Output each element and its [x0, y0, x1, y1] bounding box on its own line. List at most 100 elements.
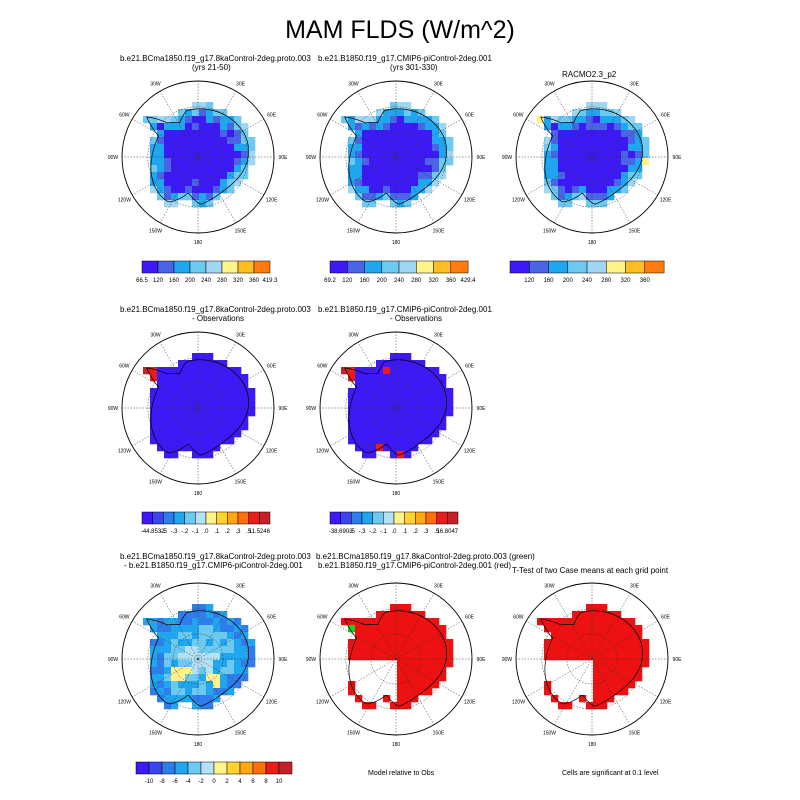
map-cell: [234, 172, 242, 180]
map-cell: [628, 646, 636, 654]
colorbar-box: [205, 511, 217, 525]
map-cell: [537, 618, 545, 626]
map-cell: [213, 639, 221, 647]
map-cell: [348, 395, 356, 403]
map-cell: [551, 130, 559, 138]
map-cell: [199, 667, 207, 675]
map-cell: [348, 423, 356, 431]
colorbar-box: [187, 761, 202, 775]
longitude-label: 180: [194, 240, 203, 246]
map-cell: [600, 102, 608, 110]
map-cell: [607, 674, 615, 682]
map-cell: [558, 137, 566, 145]
map-cell: [418, 681, 426, 689]
map-cell: [397, 660, 405, 668]
map-cell: [192, 688, 200, 696]
longitude-label: 150E: [235, 229, 247, 235]
map-cell: [164, 186, 172, 194]
map-cell: [390, 416, 398, 424]
longitude-label: 30W: [544, 583, 555, 589]
map-cell: [446, 388, 454, 396]
map-cell: [150, 416, 158, 424]
map-cell: [192, 632, 200, 640]
map-cell: [383, 381, 391, 389]
map-cell: [600, 660, 608, 668]
map-cell: [192, 130, 200, 138]
map-cell: [206, 388, 214, 396]
map-cell: [248, 409, 256, 417]
map-cell: [628, 137, 636, 145]
map-cell: [404, 451, 412, 459]
map-cell: [551, 632, 559, 640]
colorbar-tick-label: 8: [264, 779, 268, 785]
map-cell: [376, 123, 384, 131]
map-cell: [558, 186, 566, 194]
longitude-label: 120E: [266, 700, 278, 706]
map-cell: [241, 646, 249, 654]
map-cell: [171, 123, 179, 131]
map-cell: [185, 367, 193, 375]
map-cell: [362, 130, 370, 138]
map-cell: [178, 639, 186, 647]
map-cell: [178, 409, 186, 417]
colorbar-tick-label: -.1: [380, 529, 388, 535]
map-cell: [390, 618, 398, 626]
map-cell: [621, 158, 629, 166]
longitude-line: [132, 369, 199, 409]
map-cell: [418, 388, 426, 396]
map-cell: [206, 402, 214, 410]
panel-title-p7: b.e21.BCma1850.f19_g17.8kaControl-2deg.p…: [316, 552, 535, 570]
map-cell: [206, 688, 214, 696]
map-cell: [607, 646, 615, 654]
map-cell: [213, 416, 221, 424]
map-cell: [192, 423, 200, 431]
longitude-label: 150W: [543, 229, 556, 235]
colorbar-box: [329, 511, 341, 525]
map-cell: [404, 360, 412, 368]
map-cell: [600, 611, 608, 619]
longitude-label: 90E: [477, 657, 487, 663]
map-cell: [593, 165, 601, 173]
map-cell: [397, 402, 405, 410]
map-cell: [607, 151, 615, 159]
map-cell: [348, 618, 356, 626]
map-cell: [362, 200, 370, 208]
map-cell: [579, 646, 587, 654]
map-cell: [593, 130, 601, 138]
map-cell: [411, 367, 419, 375]
map-cell: [199, 381, 207, 389]
map-cell: [397, 381, 405, 389]
longitude-line: [395, 156, 435, 223]
map-cell: [227, 639, 235, 647]
map-cell: [404, 137, 412, 145]
map-cell: [432, 660, 440, 668]
map-cell: [432, 416, 440, 424]
map-cell: [220, 130, 228, 138]
map-cell: [411, 695, 419, 703]
map-cell: [355, 158, 363, 166]
map-cell: [383, 444, 391, 452]
map-cell: [171, 632, 179, 640]
map-cell: [439, 144, 447, 152]
map-cell: [185, 165, 193, 173]
map-cell: [164, 409, 172, 417]
colorbar-tick-label: 240: [394, 278, 405, 284]
map-cell: [572, 639, 580, 647]
map-cell: [404, 695, 412, 703]
longitude-line: [159, 593, 199, 660]
map-cell: [178, 374, 186, 382]
colorbar-tick-label: 200: [185, 278, 196, 284]
map-cell: [241, 653, 249, 661]
map-cell: [171, 116, 179, 124]
map-cell: [369, 374, 377, 382]
map-cell: [383, 158, 391, 166]
longitude-label: 120W: [118, 700, 131, 706]
coastline: [540, 610, 643, 707]
map-cell: [397, 646, 405, 654]
map-cell: [425, 646, 433, 654]
longitude-label: 180: [392, 491, 401, 497]
map-cell: [220, 123, 228, 131]
map-cell: [565, 702, 573, 710]
map-cell: [544, 688, 552, 696]
